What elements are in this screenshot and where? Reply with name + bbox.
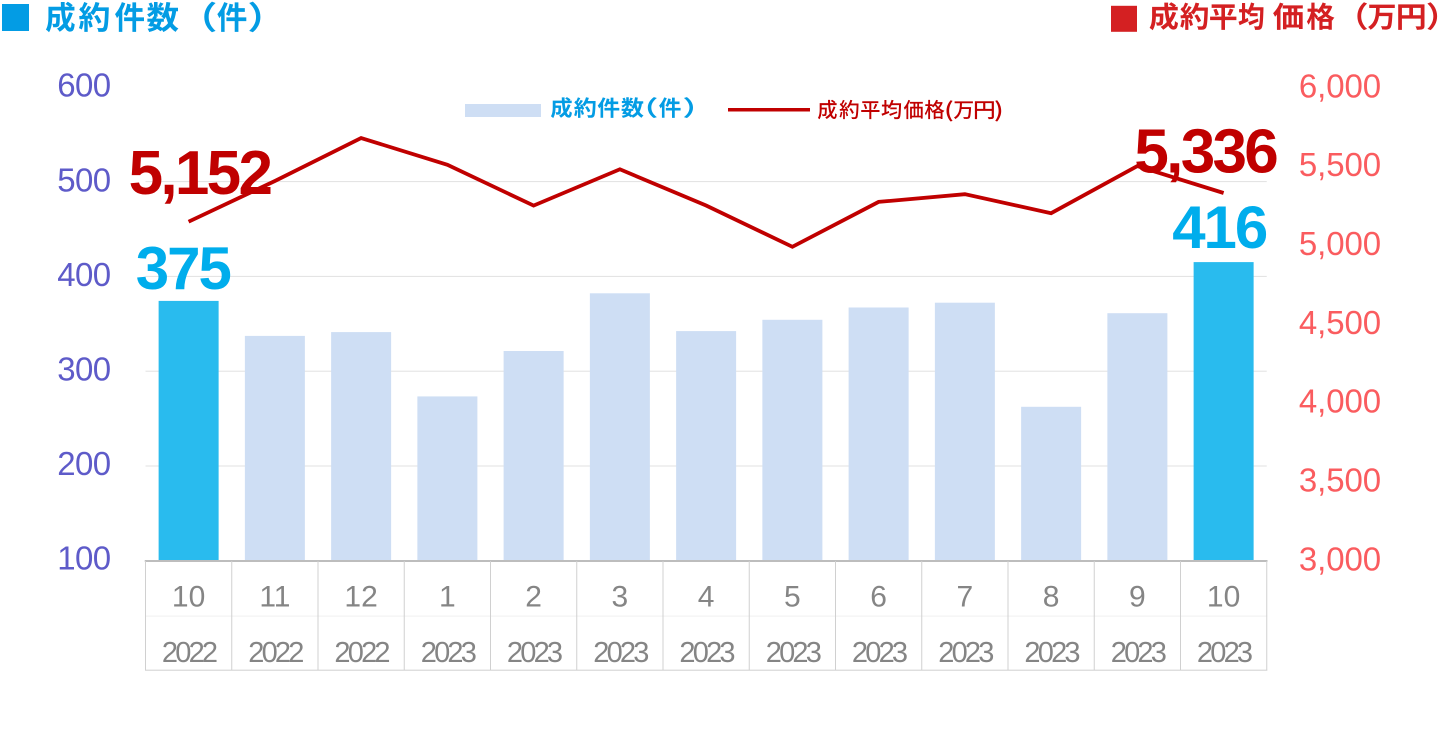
svg-text:300: 300: [57, 351, 111, 388]
svg-text:8: 8: [1043, 581, 1060, 614]
svg-text:416: 416: [1172, 194, 1267, 261]
svg-text:2023: 2023: [679, 637, 734, 669]
svg-text:6,000: 6,000: [1299, 67, 1381, 104]
svg-text:7: 7: [957, 581, 974, 614]
svg-text:11: 11: [259, 581, 290, 614]
svg-text:2023: 2023: [1024, 637, 1079, 669]
svg-text:600: 600: [57, 67, 111, 104]
svg-text:4,500: 4,500: [1299, 304, 1381, 341]
svg-text:100: 100: [57, 540, 111, 577]
svg-text:2023: 2023: [766, 637, 821, 669]
svg-text:2023: 2023: [507, 637, 562, 669]
svg-text:2022: 2022: [162, 637, 217, 669]
svg-text:2023: 2023: [1197, 637, 1252, 669]
svg-text:2022: 2022: [334, 637, 389, 669]
svg-text:12: 12: [344, 581, 377, 614]
svg-text:2023: 2023: [593, 637, 648, 669]
svg-text:5,500: 5,500: [1299, 146, 1381, 183]
svg-text:2023: 2023: [1111, 637, 1166, 669]
svg-text:2023: 2023: [852, 637, 907, 669]
svg-text:4,000: 4,000: [1299, 383, 1381, 420]
svg-text:2023: 2023: [421, 637, 476, 669]
svg-text:5,000: 5,000: [1299, 225, 1381, 262]
svg-text:4: 4: [698, 581, 715, 614]
svg-text:9: 9: [1129, 581, 1146, 614]
svg-text:400: 400: [57, 256, 111, 293]
svg-text:3: 3: [612, 581, 629, 614]
svg-text:2023: 2023: [938, 637, 993, 669]
svg-text:375: 375: [136, 235, 231, 302]
svg-text:6: 6: [870, 581, 887, 614]
svg-text:10: 10: [172, 581, 205, 614]
svg-text:200: 200: [57, 445, 111, 482]
svg-text:3,000: 3,000: [1299, 540, 1381, 577]
svg-text:3,500: 3,500: [1299, 462, 1381, 499]
svg-text:2: 2: [525, 581, 542, 614]
svg-text:10: 10: [1207, 581, 1240, 614]
svg-text:500: 500: [57, 161, 111, 198]
svg-text:1: 1: [439, 581, 456, 614]
svg-text:5,152: 5,152: [129, 139, 271, 208]
svg-text:5,336: 5,336: [1134, 118, 1277, 187]
svg-text:5: 5: [784, 581, 801, 614]
svg-text:2022: 2022: [248, 637, 303, 669]
